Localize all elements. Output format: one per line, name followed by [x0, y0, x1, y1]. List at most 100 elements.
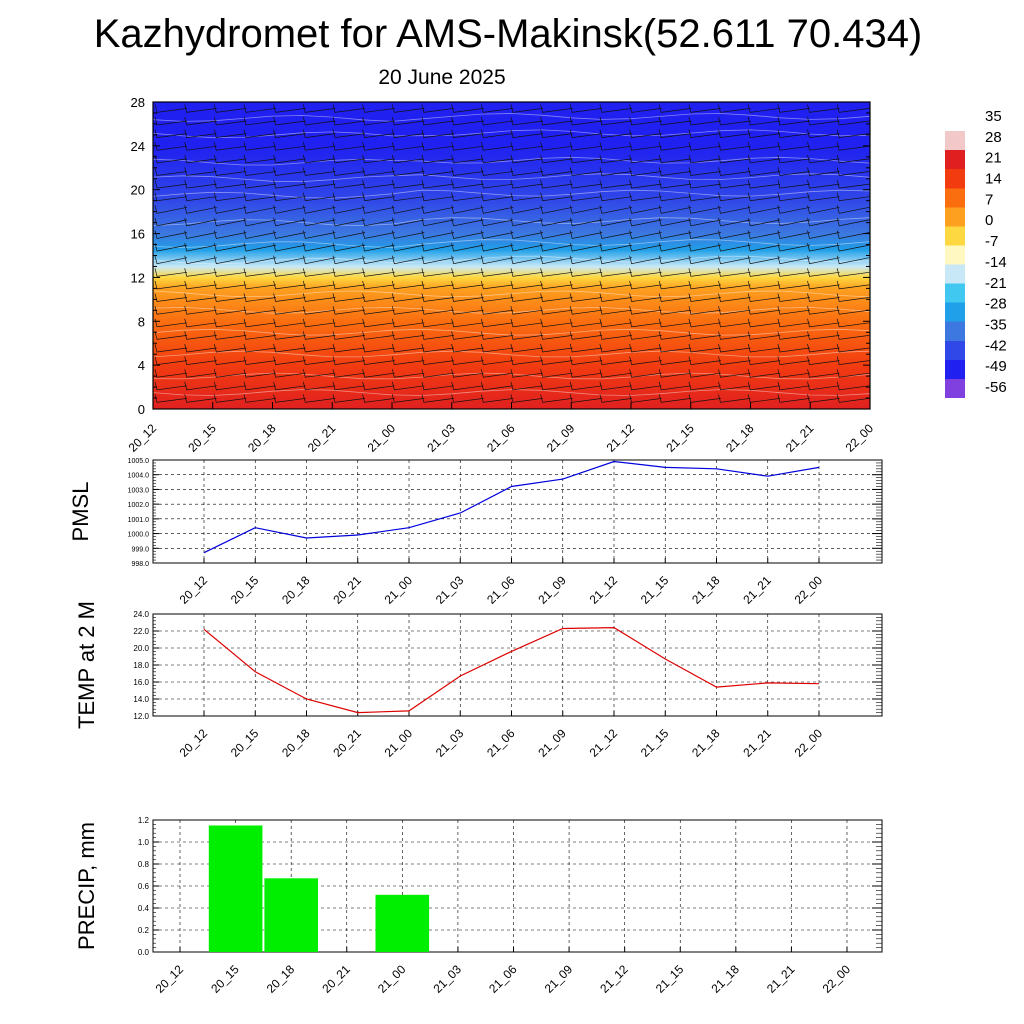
x-tick-label: 21_06 [484, 573, 518, 607]
wind-barb [540, 116, 573, 126]
wind-barb [391, 205, 425, 214]
wind-barb [243, 293, 277, 302]
wind-barb [480, 318, 514, 328]
wind-barb [213, 230, 247, 239]
wind-barb [302, 167, 336, 176]
wind-barb [332, 369, 366, 378]
wind-barb [213, 116, 247, 126]
wind-barb [658, 255, 692, 265]
wind-barb [807, 381, 840, 391]
wind-barb [836, 331, 870, 340]
wind-barb [332, 180, 366, 189]
wind-barb [688, 167, 721, 176]
wind-barb [184, 343, 217, 353]
wind-barb [154, 394, 188, 403]
wind-barb [569, 104, 603, 113]
wind-barb [658, 154, 692, 164]
wind-barb [391, 192, 425, 202]
x-tick-label: 21_12 [597, 962, 631, 996]
wind-barb [540, 318, 573, 328]
wind-barb [451, 394, 484, 403]
wind-barb [480, 268, 514, 277]
wind-barb [510, 318, 543, 328]
wind-barb [362, 280, 395, 290]
y-tick-label: 12 [131, 270, 145, 285]
wind-barb [569, 381, 603, 391]
wind-barb [302, 268, 336, 277]
wind-barb [510, 369, 543, 378]
wind-barb [332, 318, 366, 328]
wind-barb [451, 154, 484, 164]
wind-barb [540, 180, 573, 189]
wind-barb [391, 331, 425, 340]
wind-barb [391, 129, 425, 138]
wind-barb [540, 255, 573, 265]
wind-barb [243, 306, 277, 315]
wind-barb [213, 180, 247, 189]
wind-barb [629, 129, 662, 138]
wind-barb [777, 167, 810, 176]
wind-barb [747, 192, 781, 202]
x-tick-label: 21_09 [535, 726, 569, 760]
wind-barb [302, 255, 336, 265]
wind-barb [391, 293, 425, 302]
y-tick-label: 0.2 [138, 926, 150, 935]
x-tick-label: 21_06 [484, 726, 518, 760]
wind-barb [658, 167, 692, 176]
wind-barb [777, 192, 810, 202]
wind-barb [510, 116, 543, 126]
wind-barb [391, 230, 425, 239]
wind-barb [718, 369, 751, 378]
wind-barb [540, 343, 573, 353]
wind-barb [510, 293, 543, 302]
wind-barb [688, 356, 721, 365]
wind-barb [213, 381, 247, 391]
wind-barb [480, 394, 514, 403]
wind-barb [540, 104, 573, 113]
x-tick-label: 21_00 [375, 962, 409, 996]
x-tick-label: 21_18 [708, 962, 742, 996]
wind-barb [629, 356, 662, 365]
wind-barb [777, 343, 810, 353]
wind-barb [391, 343, 425, 353]
wind-barb [184, 255, 217, 265]
wind-barb [718, 205, 751, 214]
wind-barb [154, 381, 188, 391]
wind-barb [184, 205, 217, 214]
wind-barb [421, 192, 454, 202]
wind-barb [836, 243, 870, 252]
wind-barb [480, 331, 514, 340]
wind-barb [777, 230, 810, 239]
wind-barb [777, 142, 810, 151]
y-tick-label: 0.6 [138, 882, 150, 891]
wind-barb [510, 104, 543, 113]
wind-barb [747, 230, 781, 239]
colorbar-label: 7 [985, 191, 993, 208]
wind-barb [836, 154, 870, 164]
wind-barb [243, 217, 277, 227]
x-tick-label: 21_18 [723, 421, 757, 455]
wind-barb [213, 205, 247, 214]
plot-frame [152, 459, 883, 564]
x-tick-label: 21_00 [365, 421, 399, 455]
wind-barb [421, 306, 454, 315]
colorbar-label: 35 [985, 108, 1002, 125]
wind-barb [273, 230, 306, 239]
wind-barb [184, 104, 217, 113]
wind-barb [807, 180, 840, 189]
wind-barb [480, 306, 514, 315]
wind-barb [184, 356, 217, 365]
wind-barb [421, 217, 454, 227]
wind-barb [836, 129, 870, 138]
wind-barb [421, 142, 454, 151]
wind-barb [836, 116, 870, 126]
wind-barb [807, 268, 840, 277]
wind-barb [718, 192, 751, 202]
wind-barb [718, 318, 751, 328]
wind-barb [569, 268, 603, 277]
wind-barb [480, 154, 514, 164]
wind-barb [569, 306, 603, 315]
wind-barb [510, 243, 543, 252]
y-tick-label: 998.0 [131, 561, 149, 568]
colorbar-label: -21 [985, 275, 1007, 292]
